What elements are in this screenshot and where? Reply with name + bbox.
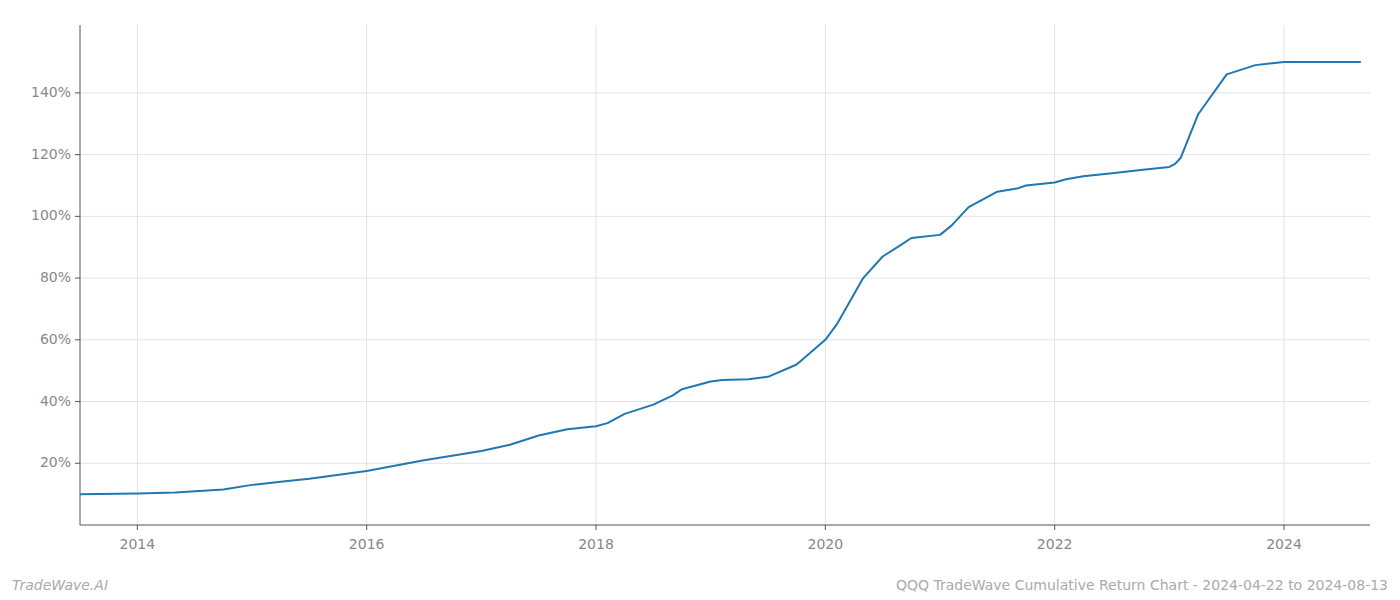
y-tick-label: 140% (31, 84, 71, 100)
y-tick (75, 92, 80, 93)
plot-area (80, 62, 1361, 494)
y-tick (75, 401, 80, 402)
y-tick (75, 154, 80, 155)
y-grid-line (80, 216, 1370, 217)
y-tick-label: 60% (40, 331, 71, 347)
axes: 20% 40% 60% 80% 100% 120% 140% 2014 2016 2018 2020… (31, 25, 1370, 552)
y-grid-line (80, 339, 1370, 340)
y-tick-label: 100% (31, 207, 71, 223)
y-tick-label: 40% (40, 393, 71, 409)
x-tick-label: 2014 (120, 536, 156, 552)
y-tick-label: 80% (40, 269, 71, 285)
x-tick (366, 525, 367, 530)
y-grid-line (80, 154, 1370, 155)
x-tick-label: 2022 (1037, 536, 1073, 552)
y-tick (75, 463, 80, 464)
y-tick-label: 20% (40, 454, 71, 470)
annotations: TradeWave.AI QQQ TradeWave Cumulative Ret… (12, 577, 1388, 593)
x-tick (825, 525, 826, 530)
x-grid-line (1284, 25, 1285, 525)
x-grid-line (366, 25, 367, 525)
y-grid-line (80, 463, 1370, 464)
x-grid-line (137, 25, 138, 525)
x-tick-label: 2016 (349, 536, 385, 552)
y-grid-line (80, 401, 1370, 402)
x-tick (137, 525, 138, 530)
y-tick-label: 120% (31, 146, 71, 162)
x-tick-label: 2020 (808, 536, 844, 552)
x-tick-label: 2018 (578, 536, 614, 552)
y-axis-line (80, 25, 81, 525)
x-tick (596, 525, 597, 530)
y-grid-line (80, 92, 1370, 93)
x-axis-line (80, 525, 1370, 526)
y-tick (75, 216, 80, 217)
y-tick (75, 339, 80, 340)
x-grid-line (825, 25, 826, 525)
grid (80, 25, 1370, 525)
x-tick-label: 2024 (1266, 536, 1302, 552)
x-grid-line (596, 25, 597, 525)
x-tick (1284, 525, 1285, 530)
x-grid-line (1054, 25, 1055, 525)
x-tick (1054, 525, 1055, 530)
y-grid-line (80, 278, 1370, 279)
line (80, 62, 1361, 494)
y-tick (75, 278, 80, 279)
annotation: TradeWave.AI (12, 577, 108, 593)
annotation: QQQ TradeWave Cumulative Return Chart - … (896, 577, 1388, 593)
chart: 20% 40% 60% 80% 100% 120% 140% 2014 2016 2018 2020… (0, 0, 1400, 600)
